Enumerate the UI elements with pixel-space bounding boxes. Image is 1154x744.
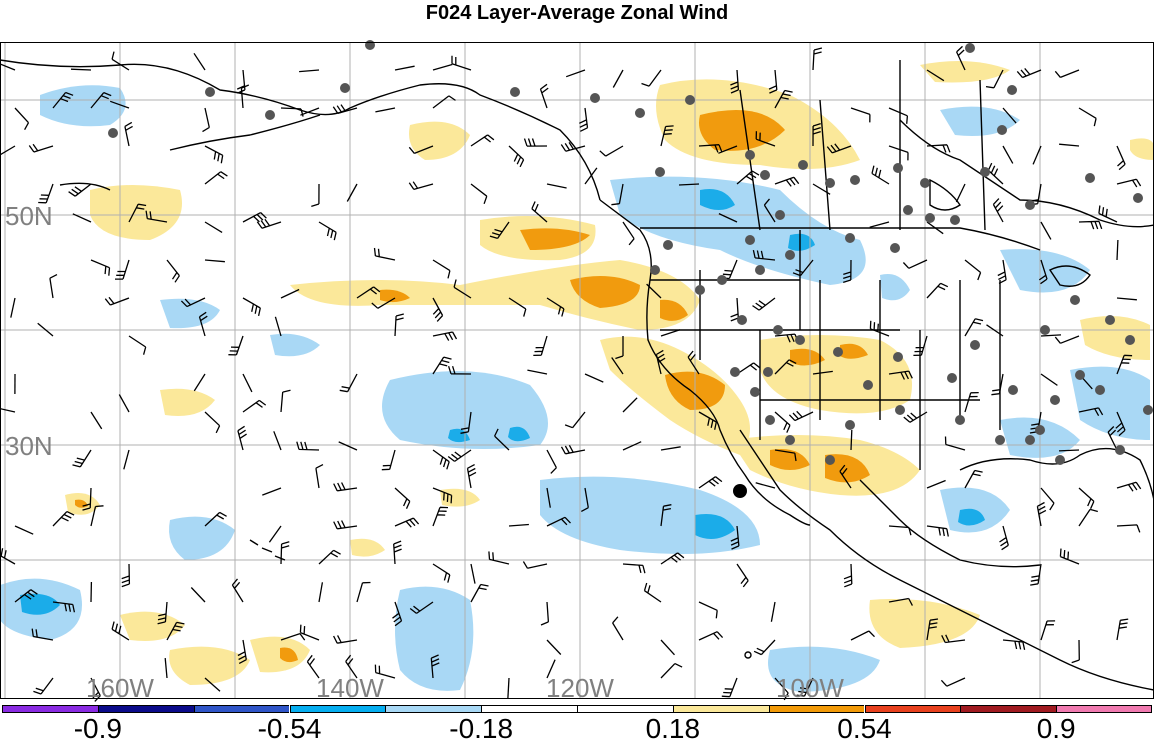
station-dot: [997, 125, 1007, 135]
wind-barb: [1059, 450, 1079, 451]
station-dot: [863, 380, 873, 390]
station-dot: [1040, 325, 1050, 335]
station-dot: [845, 420, 855, 430]
station-dot: [925, 213, 935, 223]
station-dot: [798, 160, 808, 170]
wind-barb: [1117, 240, 1118, 260]
station-dot: [340, 83, 350, 93]
colorbar-bin: [577, 705, 673, 713]
colorbar-bin: [960, 705, 1056, 713]
station-dot: [785, 250, 795, 260]
station-dot: [785, 435, 795, 445]
station-dot: [795, 335, 805, 345]
selected-point: [733, 484, 747, 498]
station-dot: [655, 167, 665, 177]
colorbar-bin: [2, 705, 98, 713]
station-dot: [1075, 370, 1085, 380]
station-dot: [695, 285, 705, 295]
station-dot: [1095, 385, 1105, 395]
station-dot: [893, 352, 903, 362]
station-dot: [950, 215, 960, 225]
colorbar-label: 0.18: [646, 714, 701, 744]
station-dot: [1025, 435, 1035, 445]
station-dot: [730, 367, 740, 377]
station-dot: [717, 275, 727, 285]
colorbar-bin: [673, 705, 769, 713]
station-dot: [1105, 315, 1115, 325]
station-dot: [1133, 193, 1143, 203]
wind-barb: [71, 69, 91, 70]
station-dot: [510, 87, 520, 97]
colorbar-bin: [1056, 705, 1152, 713]
latitude-label: 30N: [5, 431, 53, 461]
latitude-label: 50N: [5, 201, 53, 231]
station-dot: [265, 110, 275, 120]
map-background: [0, 42, 1154, 699]
station-dot: [845, 233, 855, 243]
station-dot: [775, 210, 785, 220]
station-dot: [955, 415, 965, 425]
station-dot: [365, 40, 375, 50]
station-dot: [760, 170, 770, 180]
station-dot: [1008, 385, 1018, 395]
colorbar-bin: [385, 705, 481, 713]
station-dot: [1070, 295, 1080, 305]
station-dot: [965, 43, 975, 53]
station-dot: [970, 340, 980, 350]
station-dot: [947, 373, 957, 383]
station-dot: [890, 243, 900, 253]
negative-region: [395, 587, 473, 691]
station-dot: [663, 240, 673, 250]
colorbar-bin: [290, 705, 386, 713]
station-dot: [980, 167, 990, 177]
colorbar-bin: [194, 705, 290, 713]
station-dot: [755, 265, 765, 275]
colorbar-bin: [769, 705, 865, 713]
station-dot: [737, 315, 747, 325]
station-dot: [1025, 200, 1035, 210]
colorbar-label: 0.54: [837, 714, 892, 744]
station-dot: [903, 205, 913, 215]
station-dot: [1085, 173, 1095, 183]
station-dot: [1007, 85, 1017, 95]
station-dot: [1050, 395, 1060, 405]
colorbar-bin: [481, 705, 577, 713]
station-dot: [650, 265, 660, 275]
station-dot: [1115, 445, 1125, 455]
colorbar-label: -0.54: [258, 714, 322, 744]
station-dot: [1055, 455, 1065, 465]
station-dot: [920, 178, 930, 188]
station-dot: [833, 347, 843, 357]
station-dot: [893, 163, 903, 173]
station-dot: [765, 415, 775, 425]
station-dot: [685, 95, 695, 105]
station-dot: [750, 387, 760, 397]
station-dot: [773, 325, 783, 335]
station-dot: [108, 128, 118, 138]
colorbar-label: -0.9: [74, 714, 122, 744]
station-dot: [1035, 425, 1045, 435]
colorbar-bin: [865, 705, 961, 713]
station-dot: [635, 108, 645, 118]
colorbar-bin: [98, 705, 194, 713]
station-dot: [745, 235, 755, 245]
station-dot: [995, 435, 1005, 445]
wind-barb: [851, 430, 852, 450]
negative-region: [40, 85, 126, 126]
station-dot: [850, 175, 860, 185]
colorbar-label: -0.18: [449, 714, 513, 744]
station-dot: [205, 87, 215, 97]
station-dot: [590, 93, 600, 103]
station-dot: [745, 150, 755, 160]
station-dot: [1143, 405, 1153, 415]
station-dot: [1125, 335, 1135, 345]
colorbar-label: 0.9: [1037, 714, 1076, 744]
station-dot: [825, 178, 835, 188]
station-dot: [895, 405, 905, 415]
station-dot: [825, 455, 835, 465]
station-dot: [763, 367, 773, 377]
